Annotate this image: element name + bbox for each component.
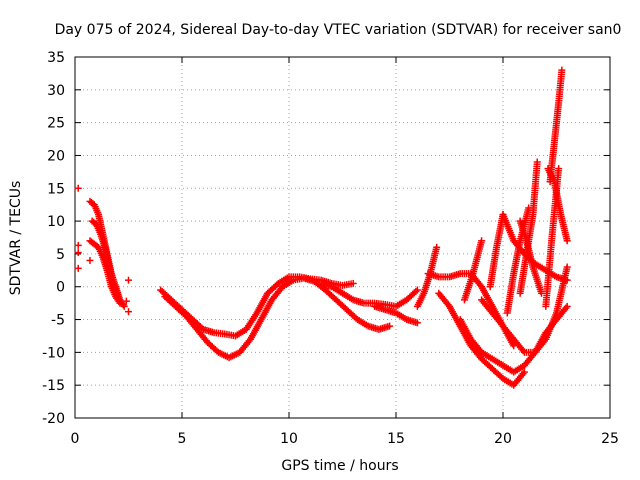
data-point xyxy=(433,243,441,251)
data-point xyxy=(558,66,566,74)
y-tick-label: -20 xyxy=(42,411,65,427)
data-point xyxy=(555,165,563,173)
x-tick-label: 15 xyxy=(387,431,405,447)
data-point xyxy=(412,287,420,295)
data-point xyxy=(386,322,394,330)
x-tick-label: 10 xyxy=(280,431,298,447)
y-tick-label: -5 xyxy=(51,313,65,329)
y-tick-label: 15 xyxy=(47,181,65,197)
data-point xyxy=(122,297,130,305)
axis-ticks: 0 5 10 15 20 25 -20 -15 -10 -5 0 5 10 15 20 25 30 35 xyxy=(42,50,619,447)
y-tick-label: -10 xyxy=(42,345,65,361)
data-point xyxy=(125,276,132,284)
y-tick-label: 5 xyxy=(56,247,65,263)
data-point xyxy=(538,289,546,297)
x-tick-label: 0 xyxy=(71,431,80,447)
data-point xyxy=(74,249,82,257)
data-point xyxy=(349,279,357,287)
data-point xyxy=(116,299,124,307)
x-tick-label: 20 xyxy=(494,431,512,447)
data-point xyxy=(125,308,132,316)
y-tick-label: 20 xyxy=(47,148,65,164)
plot-frame xyxy=(74,56,611,419)
data-points xyxy=(74,66,571,389)
y-tick-label: 35 xyxy=(47,50,65,66)
data-point xyxy=(120,302,128,310)
y-tick-label: 30 xyxy=(47,83,65,99)
data-point xyxy=(86,256,94,264)
data-point xyxy=(563,276,571,284)
data-point xyxy=(74,264,82,272)
x-axis-label: GPS time / hours xyxy=(281,458,398,474)
chart-title: Day 075 of 2024, Sidereal Day-to-day VTE… xyxy=(55,22,622,38)
data-point xyxy=(413,319,421,327)
y-tick-label: -15 xyxy=(42,378,65,394)
data-point xyxy=(563,237,571,245)
y-tick-label: 25 xyxy=(47,116,65,132)
x-tick-label: 5 xyxy=(178,431,187,447)
data-point xyxy=(478,237,486,245)
data-point xyxy=(533,158,541,166)
data-point xyxy=(413,286,421,294)
x-tick-label: 25 xyxy=(601,431,619,447)
y-tick-label: 0 xyxy=(56,280,65,296)
data-point xyxy=(520,368,528,376)
grid xyxy=(75,57,610,418)
data-point xyxy=(563,302,571,310)
y-axis-label: SDTVAR / TECUs xyxy=(8,181,24,296)
data-point xyxy=(74,241,82,249)
y-tick-label: 10 xyxy=(47,214,65,230)
data-point xyxy=(563,263,571,271)
data-point xyxy=(74,184,82,192)
